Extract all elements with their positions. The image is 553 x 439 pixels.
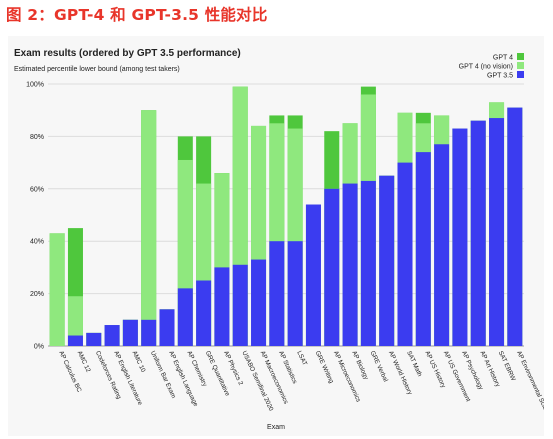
bar-gpt-3-5 <box>305 204 321 346</box>
bar-gpt-3-5 <box>360 180 376 346</box>
chart-subtitle: Estimated percentile lower bound (among … <box>14 66 180 73</box>
legend-label: GPT 4 <box>493 55 513 62</box>
bar-gpt-3-5 <box>214 267 230 346</box>
y-tick-label: 0% <box>34 344 44 351</box>
y-tick-label: 60% <box>30 186 44 193</box>
bar-gpt-3-5 <box>342 183 358 346</box>
legend-label: GPT 4 (no vision) <box>459 64 513 71</box>
x-tick-label: LSAT <box>295 350 308 367</box>
bar-gpt-3-5 <box>141 319 157 346</box>
bar-gpt-3-5 <box>251 259 267 346</box>
bar-gpt-3-5 <box>324 188 340 346</box>
bar-gpt-3-5 <box>470 120 486 347</box>
bar-gpt-3-5 <box>232 264 248 346</box>
x-tick-label: SAT Math <box>405 350 423 378</box>
bar-gpt-3-5 <box>507 107 523 346</box>
y-tick-label: 80% <box>30 134 44 141</box>
bar-gpt-4-no-vision- <box>141 110 157 346</box>
legend-swatch <box>517 71 524 78</box>
bar-gpt-3-5 <box>67 335 83 346</box>
x-tick-label: AP Biology <box>350 350 370 382</box>
bar-gpt-3-5 <box>489 118 505 346</box>
bar-gpt-4-no-vision- <box>49 233 65 346</box>
bar-gpt-3-5 <box>159 309 175 346</box>
chart-title: Exam results (ordered by GPT 3.5 perform… <box>14 48 241 59</box>
y-tick-label: 40% <box>30 239 44 246</box>
bar-chart: Exam results (ordered by GPT 3.5 perform… <box>14 48 544 431</box>
legend-swatch <box>517 53 524 60</box>
x-axis-label: Exam <box>267 424 285 431</box>
legend-label: GPT 3.5 <box>487 73 513 80</box>
y-axis-ticks: 0% 20% 40% 60% 80% 100% <box>26 82 44 351</box>
bar-gpt-3-5 <box>196 280 212 346</box>
x-tick-label: GRE Writing <box>314 350 335 385</box>
bar-gpt-3-5 <box>379 175 395 346</box>
chart-panel: Exam results (ordered by GPT 3.5 perform… <box>8 36 544 436</box>
y-tick-label: 20% <box>30 291 44 298</box>
bar-gpt-3-5 <box>397 162 413 346</box>
bar-gpt-3-5 <box>269 241 285 346</box>
bar-gpt-4-no-vision- <box>67 296 83 346</box>
x-tick-label: SAT EBRW <box>497 350 517 382</box>
x-tick-label: AP Environmental Science <box>515 350 544 421</box>
bar-gpt-3-5 <box>122 319 138 346</box>
bar-gpt-3-5 <box>452 128 468 346</box>
bar-gpt-3-5 <box>287 241 303 346</box>
bars <box>49 86 523 347</box>
legend-swatch <box>517 62 524 69</box>
x-tick-label: GRE Verbal <box>369 350 389 383</box>
bar-gpt-3-5 <box>415 152 431 346</box>
bar-gpt-3-5 <box>104 325 120 346</box>
figure-title: 图 2：GPT-4 和 GPT-3.5 性能对比 <box>6 6 268 24</box>
x-tick-label: AMC 12 <box>76 350 92 374</box>
x-tick-label: AP Statistics <box>277 350 298 385</box>
bar-gpt-3-5 <box>434 144 450 346</box>
bar-gpt-3-5 <box>177 288 193 346</box>
legend: GPT 4 GPT 4 (no vision) GPT 3.5 <box>459 53 524 80</box>
bar-gpt-3-5 <box>86 332 102 346</box>
y-tick-label: 100% <box>26 82 44 89</box>
x-tick-label: AMC 10 <box>131 350 147 374</box>
